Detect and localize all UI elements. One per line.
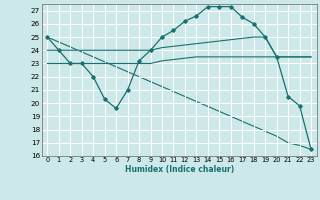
X-axis label: Humidex (Indice chaleur): Humidex (Indice chaleur): [124, 165, 234, 174]
